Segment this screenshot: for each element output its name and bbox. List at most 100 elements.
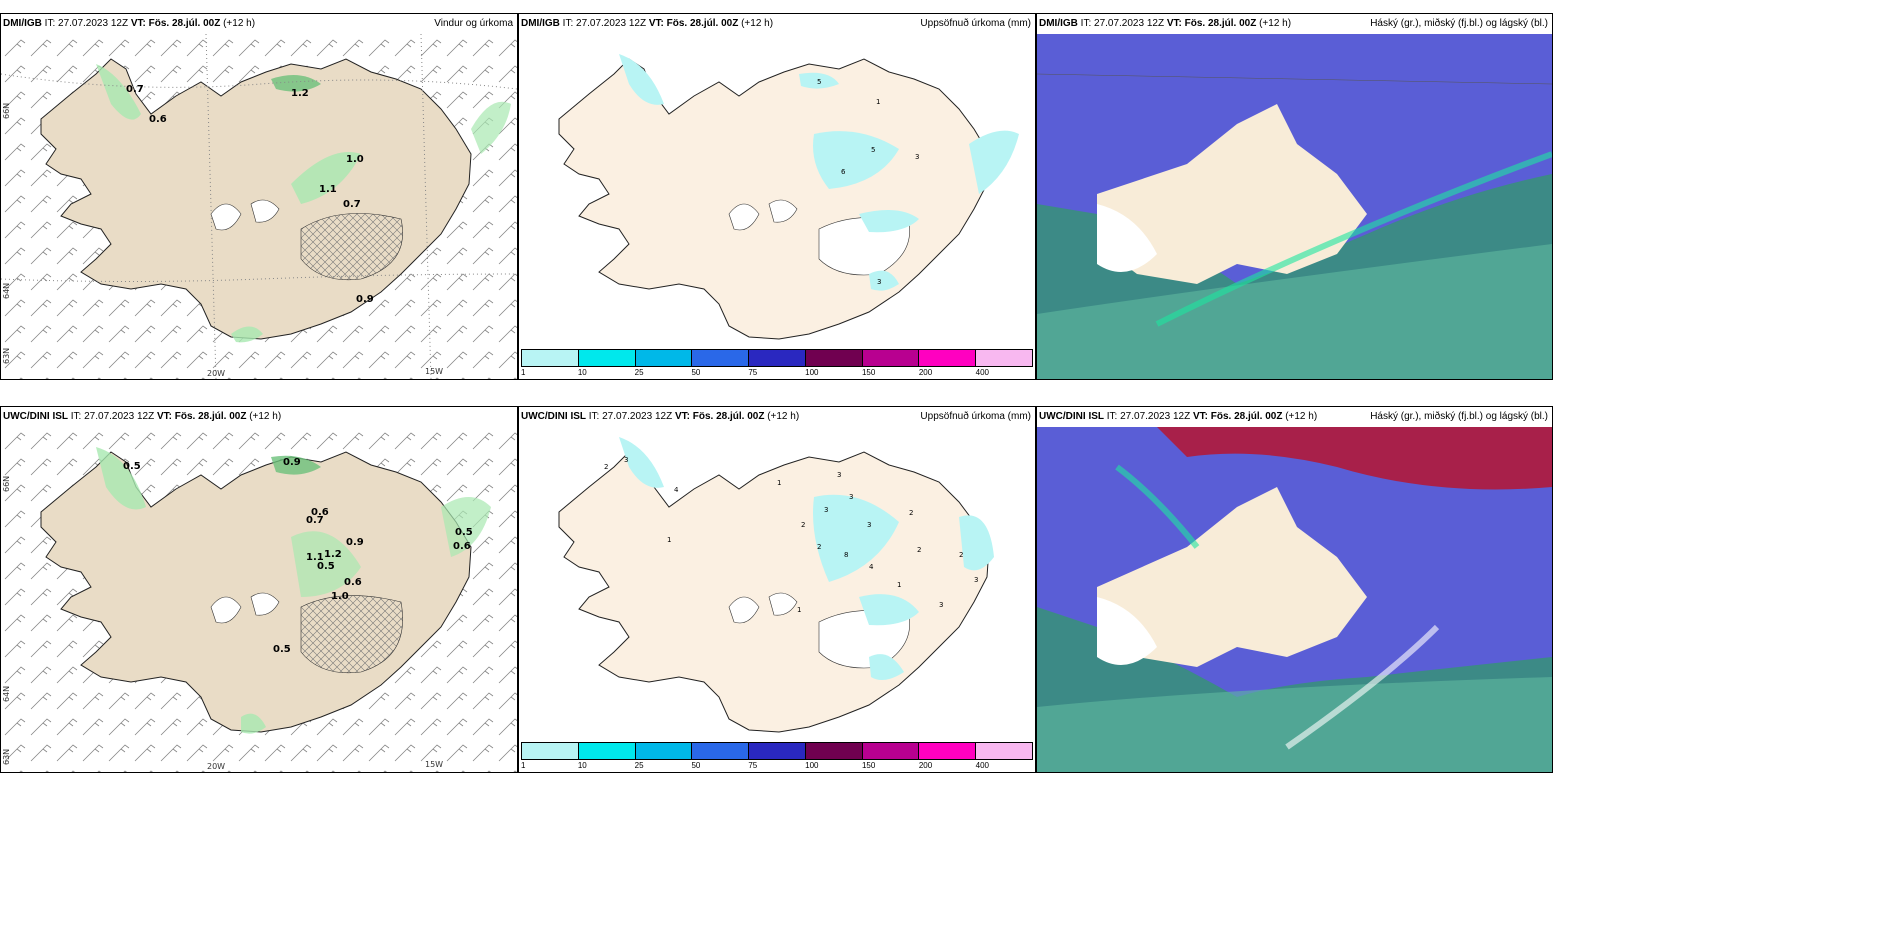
- accum-label: 1: [667, 536, 671, 544]
- lat-label: 66N: [2, 103, 11, 119]
- svg-text:1: 1: [897, 581, 901, 589]
- svg-text:0.9: 0.9: [283, 457, 301, 468]
- accum-label: 1: [897, 581, 901, 589]
- panel-uwc-wind: UWC/DINI ISL IT: 27.07.2023 12Z VT: Fös.…: [0, 406, 518, 773]
- product-title: Háský (gr.), miðský (fj.bl.) og lágský (…: [1370, 18, 1548, 29]
- precip-label: 0.5: [455, 527, 473, 538]
- precip-label: 0.7: [126, 84, 144, 95]
- svg-text:63N: 63N: [2, 749, 11, 765]
- accum-label: 6: [841, 168, 846, 176]
- precip-label: 0.7: [343, 199, 361, 210]
- precip-label: 0.6: [311, 507, 329, 518]
- panel-header: UWC/DINI ISL IT: 27.07.2023 12Z VT: Fös.…: [1, 407, 517, 427]
- svg-text:20W: 20W: [207, 369, 225, 378]
- init-time: IT: 27.07.2023 12Z: [41, 18, 131, 29]
- svg-text:3: 3: [867, 521, 871, 529]
- init-time: IT: 27.07.2023 12Z: [1104, 411, 1193, 422]
- svg-text:1: 1: [777, 479, 781, 487]
- accum-label: 4: [869, 563, 874, 571]
- map-area: 0.5 0.9 0.6 0.7 0.9 1.1 1.2 0.5 0.6 1.0 …: [1, 427, 517, 772]
- svg-text:4: 4: [869, 563, 874, 571]
- model-name: DMI/IGB: [521, 18, 560, 29]
- legend-swatch: [635, 350, 693, 366]
- model-name: UWC/DINI ISL: [3, 411, 68, 422]
- svg-text:2: 2: [917, 546, 921, 554]
- svg-text:64N: 64N: [2, 283, 11, 299]
- accum-label: 3: [939, 601, 943, 609]
- panel-header: DMI/IGB IT: 27.07.2023 12Z VT: Fös. 28.j…: [519, 14, 1035, 34]
- lon-label: 15W: [425, 760, 443, 769]
- lat-label: 64N: [2, 686, 11, 702]
- accum-label: 1: [797, 606, 801, 614]
- legend-tick: 100: [805, 368, 819, 377]
- svg-text:5: 5: [871, 146, 875, 154]
- product-title: Uppsöfnuð úrkoma (mm): [920, 18, 1031, 29]
- legend-swatch: [862, 350, 920, 366]
- lead-time: (+12 h): [246, 411, 282, 422]
- svg-text:1.2: 1.2: [291, 88, 309, 99]
- lead-time: (+12 h): [1256, 18, 1292, 29]
- panel-header: UWC/DINI ISL IT: 27.07.2023 12Z VT: Fös.…: [1037, 407, 1552, 427]
- panel-dmi-wind: DMI/IGB IT: 27.07.2023 12Z VT: Fös. 28.j…: [0, 13, 518, 380]
- precip-legend: 1 10 25 50 75 100 150 200 400: [521, 349, 1033, 377]
- model-name: DMI/IGB: [1039, 18, 1078, 29]
- init-time: IT: 27.07.2023 12Z: [559, 18, 649, 29]
- precip-label: 1.2: [324, 549, 342, 560]
- valid-time: VT: Fös. 28.júl. 00Z: [1192, 411, 1283, 422]
- svg-text:2: 2: [909, 509, 913, 517]
- legend-tick: 400: [975, 761, 989, 770]
- accum-label: 2: [604, 463, 608, 471]
- accum-label: 8: [844, 551, 848, 559]
- svg-text:2: 2: [604, 463, 608, 471]
- valid-time: VT: Fös. 28.júl. 00Z: [130, 18, 221, 29]
- accum-label: 5: [817, 78, 821, 86]
- legend-swatch: [522, 350, 579, 366]
- svg-text:0.6: 0.6: [311, 507, 329, 518]
- precip-label: 0.6: [344, 577, 362, 588]
- svg-text:1.2: 1.2: [324, 549, 342, 560]
- valid-time: VT: Fös. 28.júl. 00Z: [1166, 18, 1257, 29]
- lead-time: (+12 h): [1282, 411, 1318, 422]
- init-time: IT: 27.07.2023 12Z: [586, 411, 675, 422]
- precip-label: 1.0: [346, 154, 364, 165]
- lon-label: 15W: [425, 367, 443, 376]
- svg-text:66N: 66N: [2, 103, 11, 119]
- legend-swatch: [805, 743, 863, 759]
- accum-label: 2: [801, 521, 805, 529]
- svg-text:0.7: 0.7: [343, 199, 361, 210]
- lead-time: (+12 h): [764, 411, 800, 422]
- svg-text:3: 3: [974, 576, 978, 584]
- model-name: UWC/DINI ISL: [521, 411, 586, 422]
- legend-swatch: [749, 350, 806, 366]
- init-time: IT: 27.07.2023 12Z: [1077, 18, 1167, 29]
- model-name: UWC/DINI ISL: [1039, 411, 1104, 422]
- svg-text:3: 3: [915, 153, 919, 161]
- svg-text:3: 3: [849, 493, 853, 501]
- legend-swatch: [692, 350, 750, 366]
- legend-swatch: [805, 350, 863, 366]
- svg-text:0.7: 0.7: [126, 84, 144, 95]
- precip-label: 0.5: [273, 644, 291, 655]
- svg-text:3: 3: [877, 278, 881, 286]
- panel-header: DMI/IGB IT: 27.07.2023 12Z VT: Fös. 28.j…: [1, 14, 517, 34]
- accum-label: 3: [849, 493, 853, 501]
- precip-label: 1.0: [331, 591, 349, 602]
- valid-time: VT: Fös. 28.júl. 00Z: [648, 18, 739, 29]
- svg-text:3: 3: [624, 456, 628, 464]
- precip-label: 0.6: [149, 114, 167, 125]
- svg-text:0.5: 0.5: [317, 561, 335, 572]
- legend-tick: 1: [521, 368, 526, 377]
- svg-text:0.6: 0.6: [344, 577, 362, 588]
- legend-swatch: [692, 743, 750, 759]
- svg-text:6: 6: [841, 168, 846, 176]
- svg-text:5: 5: [817, 78, 821, 86]
- legend-swatch: [976, 743, 1033, 759]
- accum-label: 2: [959, 551, 963, 559]
- svg-text:15W: 15W: [425, 367, 443, 376]
- accum-label: 2: [909, 509, 913, 517]
- precip-label: 0.9: [346, 537, 364, 548]
- legend-bar: [521, 349, 1033, 367]
- legend-ticks: 1 10 25 50 75 100 150 200 400: [521, 367, 1033, 379]
- svg-text:1: 1: [667, 536, 671, 544]
- legend-bar: [521, 742, 1033, 760]
